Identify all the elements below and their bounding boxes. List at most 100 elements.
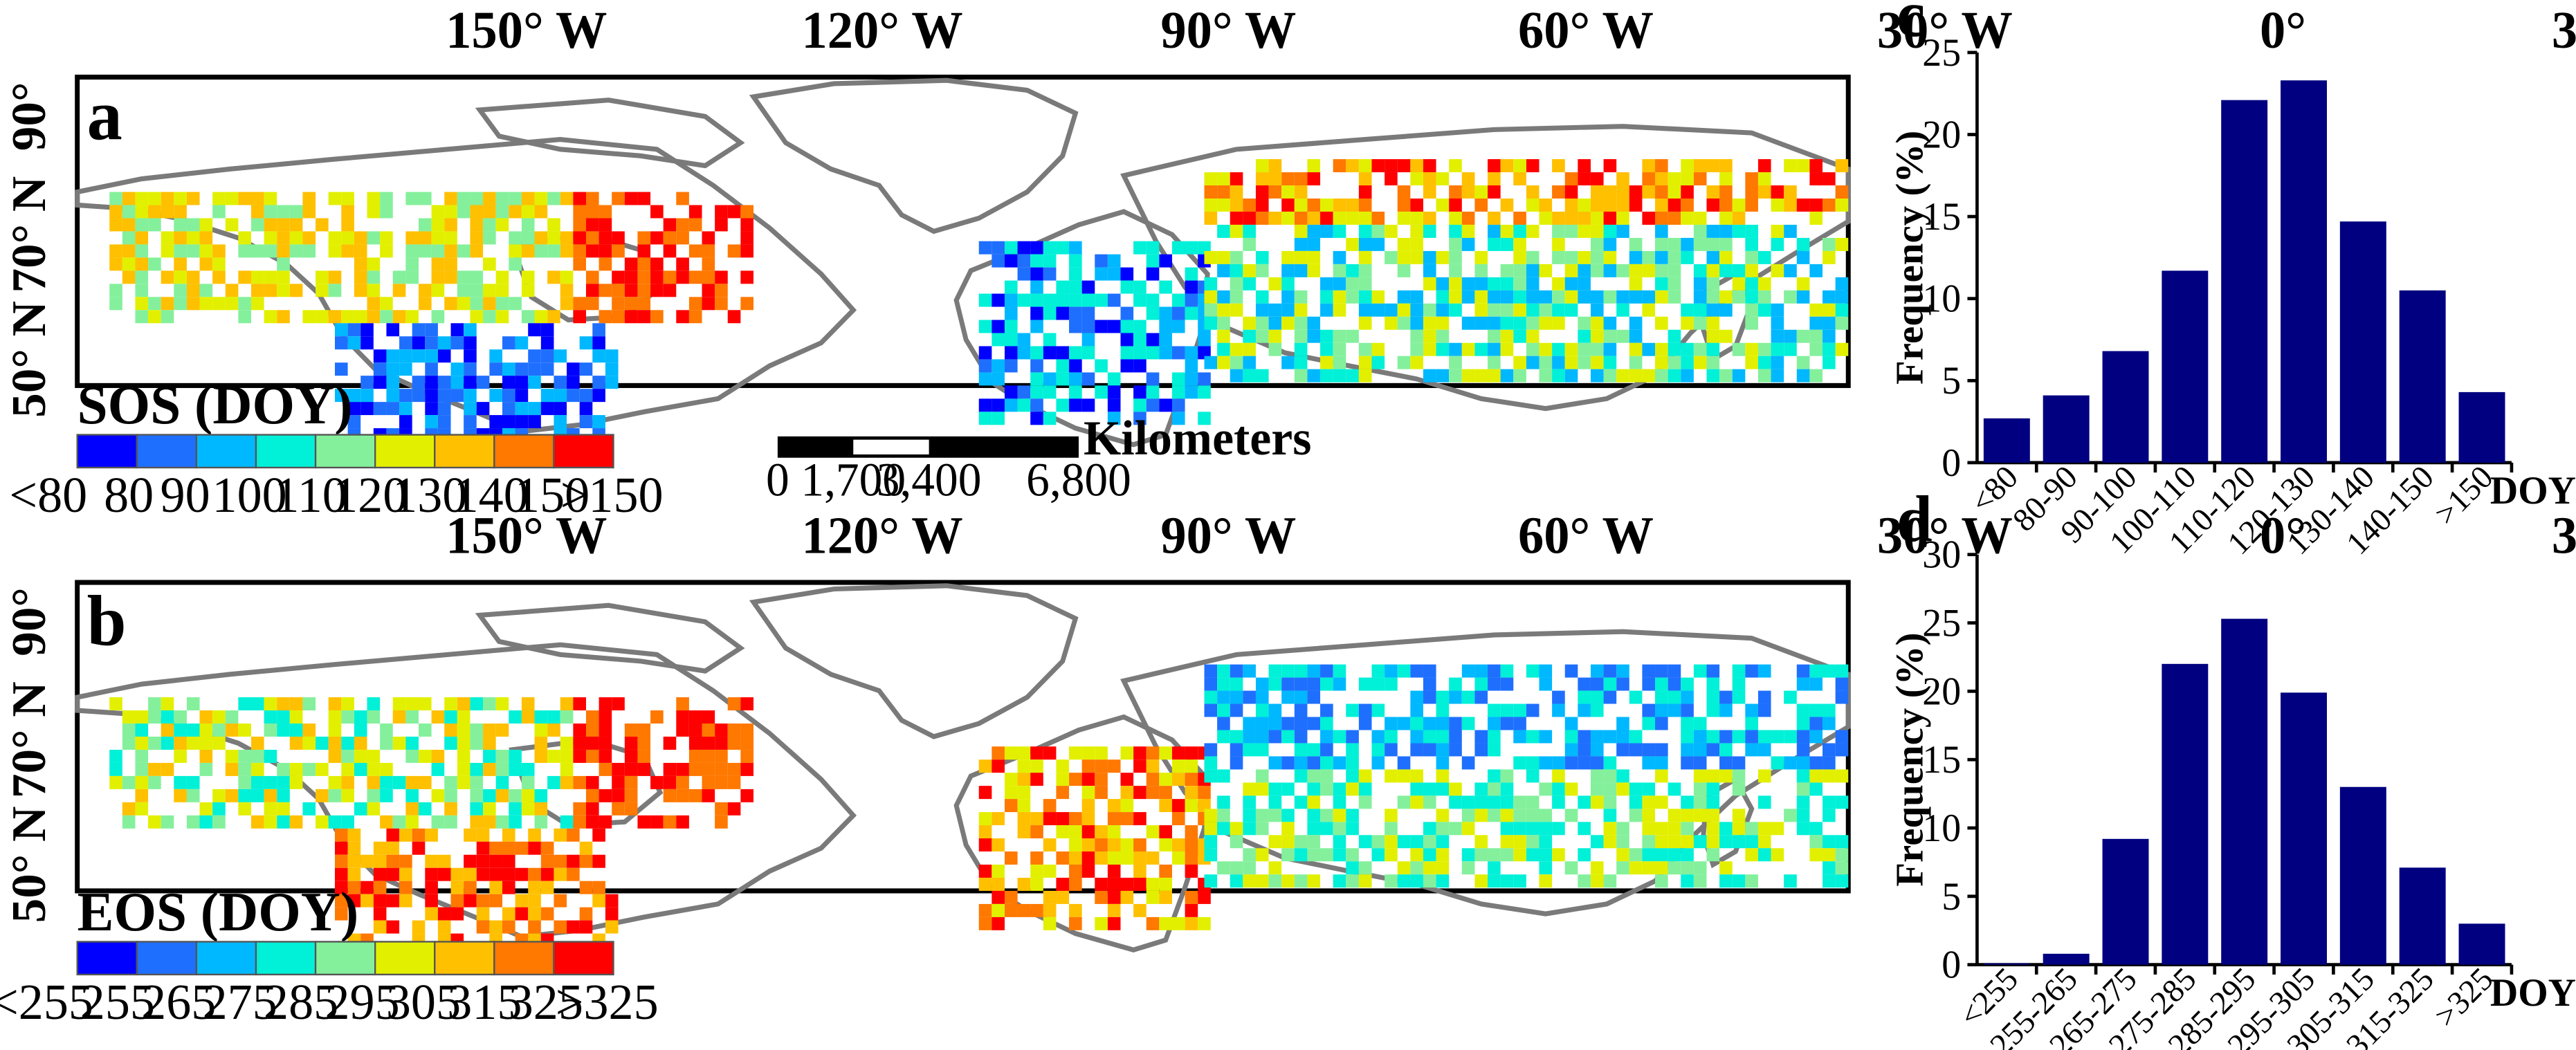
map-pixel: [1423, 250, 1436, 264]
map-pixel: [367, 205, 381, 219]
map-pixel: [495, 218, 509, 232]
map-pixel: [1095, 825, 1108, 839]
map-pixel: [250, 697, 264, 711]
map-pixel: [1668, 822, 1681, 836]
map-pixel: [1796, 329, 1810, 343]
map-pixel: [135, 270, 149, 284]
map-pixel: [1423, 211, 1436, 225]
map-pixel: [1706, 316, 1720, 330]
map-pixel: [528, 894, 541, 908]
map-pixel: [464, 894, 477, 908]
map-pixel: [1017, 293, 1031, 307]
map-pixel: [1294, 756, 1308, 770]
map-pixel: [277, 244, 290, 258]
map-pixel: [1230, 369, 1243, 383]
map-pixel: [727, 723, 741, 737]
map-pixel: [715, 297, 728, 311]
map-pixel: [1436, 874, 1450, 888]
map-pixel: [1436, 809, 1450, 822]
map-pixel: [727, 310, 741, 324]
map-pixel: [1500, 329, 1514, 343]
map-pixel: [373, 362, 387, 376]
map-pixel: [1449, 264, 1462, 277]
map-pixel: [1159, 333, 1172, 347]
map-pixel: [1146, 759, 1160, 773]
map-pixel: [1243, 861, 1256, 875]
map-pixel: [1333, 756, 1346, 770]
map-pixel: [1461, 717, 1475, 730]
map-pixel: [1578, 822, 1591, 836]
map-pixel: [380, 775, 393, 789]
map-pixel: [412, 336, 426, 350]
map-pixel: [1706, 769, 1720, 783]
map-pixel: [1358, 277, 1372, 291]
map-pixel: [347, 389, 361, 403]
map-pixel: [579, 336, 593, 350]
map-pixel: [650, 815, 664, 829]
map-pixel: [399, 881, 412, 894]
map-pixel: [1796, 356, 1810, 369]
map-pixel: [715, 815, 728, 829]
map-pixel: [1217, 303, 1230, 317]
map-pixel: [328, 710, 342, 724]
map-pixel: [1668, 329, 1681, 343]
map-pixel: [1835, 690, 1849, 704]
map-pixel: [186, 218, 200, 232]
map-pixel: [1069, 280, 1082, 294]
map-pixel: [1590, 677, 1604, 691]
map-pixel: [1095, 890, 1108, 904]
map-pixel: [992, 333, 1005, 347]
map-pixel: [1784, 730, 1797, 744]
map-pixel: [1513, 316, 1526, 330]
map-pixel: [1449, 342, 1462, 356]
map-pixel: [1578, 356, 1591, 369]
map-pixel: [495, 749, 509, 763]
map-pixel: [1668, 264, 1681, 277]
map-pixel: [1030, 773, 1043, 786]
map-pixel: [560, 297, 574, 311]
map-pixel: [464, 881, 477, 894]
map-pixel: [1823, 756, 1836, 770]
map-pixel: [1436, 861, 1450, 875]
map-pixel: [412, 389, 426, 403]
map-pixel: [135, 775, 149, 789]
map-pixel: [186, 736, 200, 750]
map-pixel: [1526, 159, 1540, 173]
map-pixel: [1796, 159, 1810, 173]
map-pixel: [1642, 342, 1656, 356]
map-pixel: [354, 231, 367, 245]
map-pixel: [528, 841, 541, 855]
map-pixel: [1436, 756, 1450, 770]
map-pixel: [1371, 743, 1385, 757]
map-pixel: [1449, 356, 1462, 369]
map-pixel: [612, 697, 625, 711]
map-pixel: [1230, 198, 1243, 212]
map-pixel: [1243, 237, 1256, 251]
map-pixel: [1513, 237, 1526, 251]
map-pixel: [1371, 835, 1385, 849]
map-pixel: [1564, 664, 1578, 678]
map-pixel: [1204, 303, 1218, 317]
map-pixel: [1095, 773, 1108, 786]
map-pixel: [1133, 786, 1147, 800]
map-pixel: [1771, 185, 1784, 199]
map-pixel: [1616, 198, 1629, 212]
map-pixel: [1346, 809, 1359, 822]
map-pixel: [1681, 211, 1694, 225]
map-pixel: [540, 881, 554, 894]
map-pixel: [1681, 356, 1694, 369]
map-pixel: [457, 270, 471, 284]
map-pixel: [1578, 224, 1591, 238]
map-pixel: [1333, 809, 1346, 822]
map-pixel: [1642, 795, 1656, 809]
map-pixel: [174, 284, 187, 297]
map-pixel: [470, 284, 484, 297]
map-pixel: [1385, 677, 1398, 691]
map-pixel: [437, 376, 451, 389]
map-pixel: [450, 881, 464, 894]
map-pixel: [1204, 356, 1218, 369]
legend-title: SOS (DOY): [77, 374, 353, 436]
map-pixel: [1552, 703, 1565, 717]
map-pixel: [1771, 329, 1784, 343]
map-pixel: [399, 854, 412, 868]
